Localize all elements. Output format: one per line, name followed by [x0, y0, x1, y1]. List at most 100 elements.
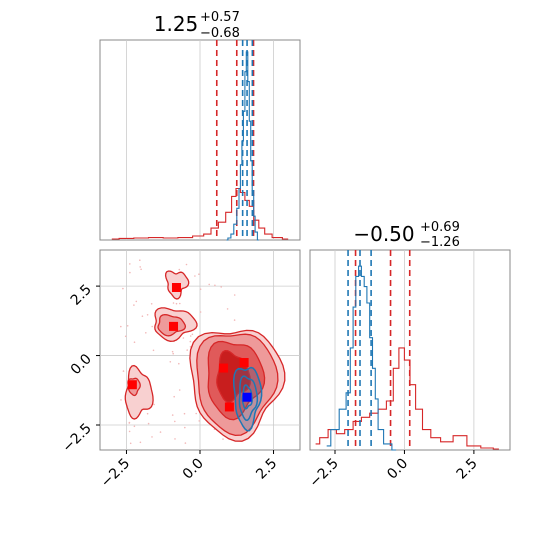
joint-sample-dot-28 — [124, 335, 127, 338]
joint-sample-dot-7 — [179, 302, 181, 305]
joint-sample-dot-37 — [222, 438, 224, 440]
joint-sample-dot-0 — [178, 362, 180, 365]
joint-sample-dot-70 — [173, 395, 175, 398]
joint-sample-dot-35 — [208, 283, 210, 286]
joint-sample-dot-14 — [169, 361, 172, 363]
joint-sample-dot-56 — [139, 266, 141, 268]
joint-sample-dot-5 — [153, 403, 155, 406]
joint-red-marker-5 — [171, 283, 181, 292]
joint-sample-dot-84 — [174, 438, 176, 440]
joint-xtick-label-1: 0.0 — [180, 456, 207, 483]
joint-sample-dot-88 — [184, 442, 187, 444]
title-param2: −0.50 +0.69 −1.26 — [353, 220, 459, 250]
joint-sample-dot-17 — [172, 302, 175, 304]
joint-blue-contour-2 — [241, 384, 253, 410]
joint-sample-dot-15 — [199, 311, 202, 313]
joint-sample-dot-12 — [133, 341, 136, 344]
joint-xtick-label-0: −2.5 — [98, 456, 133, 491]
joint-sample-dot-64 — [214, 284, 216, 287]
joint-sample-dot-71 — [159, 431, 162, 433]
joint-red-marker-2 — [219, 363, 229, 373]
joint-sample-dot-40 — [185, 263, 188, 266]
joint-sample-dot-54 — [198, 420, 200, 422]
joint-sample-dot-77 — [122, 370, 125, 372]
hist-param2-series-0-histogram — [315, 347, 499, 450]
joint-sample-dot-13 — [233, 294, 236, 296]
joint-sample-dot-16 — [139, 441, 142, 444]
joint-sample-dot-62 — [126, 325, 129, 327]
joint-sample-dot-24 — [191, 333, 194, 336]
joint-sample-dot-8 — [199, 288, 202, 291]
title-param2-median: −0.50 — [353, 222, 414, 246]
joint-contour-panel: −2.5 0.0 2.5 2.5 0.0 −2.5 — [59, 249, 301, 491]
hist-param2-xtick-label-2: 2.5 — [454, 456, 481, 483]
joint-red-marker-4 — [224, 402, 234, 412]
joint-sample-dot-74 — [128, 422, 131, 424]
joint-sample-dot-76 — [141, 315, 144, 318]
joint-blue-contour-1 — [238, 375, 259, 421]
joint-sample-dot-60 — [178, 268, 181, 271]
joint-sample-dot-80 — [182, 337, 185, 339]
joint-sample-dot-45 — [120, 325, 122, 328]
joint-sample-dot-65 — [139, 259, 141, 262]
hist-param1-series-0-histogram — [111, 187, 289, 240]
joint-sample-dot-10 — [140, 268, 142, 271]
joint-sample-dot-23 — [175, 302, 178, 305]
joint-ytick-label-1: 0.0 — [68, 351, 95, 378]
title-param1-minus: −0.68 — [200, 26, 240, 41]
title-param2-minus: −1.26 — [420, 235, 460, 250]
joint-sample-dot-57 — [129, 263, 131, 265]
joint-red-marker-1 — [127, 380, 137, 390]
joint-sample-dot-69 — [120, 399, 122, 401]
joint-blue-marker — [242, 392, 252, 402]
hist-param2-xtick-label-0: −2.5 — [306, 456, 341, 491]
joint-sample-dot-89 — [195, 412, 197, 415]
joint-sample-dot-4 — [189, 335, 192, 337]
joint-xtick-label-2: 2.5 — [253, 456, 280, 483]
joint-sample-dot-58 — [183, 412, 186, 415]
joint-sample-dot-86 — [178, 389, 181, 391]
joint-sample-dot-52 — [122, 287, 124, 290]
joint-sample-dot-22 — [147, 422, 150, 425]
histogram-param2-panel: −2.5 0.0 2.5 — [306, 249, 511, 491]
joint-sample-dot-44 — [151, 436, 153, 438]
joint-sample-dot-51 — [226, 308, 229, 310]
joint-sample-dot-47 — [129, 442, 132, 445]
joint-sample-dot-63 — [146, 314, 149, 316]
joint-sample-dot-81 — [133, 425, 136, 428]
joint-sample-dot-49 — [189, 346, 192, 348]
joint-red-marker-3 — [239, 358, 249, 367]
joint-sample-dot-48 — [174, 420, 176, 423]
title-param1: 1.25 +0.57 −0.68 — [154, 10, 240, 41]
joint-sample-dot-31 — [171, 350, 174, 353]
joint-ytick-label-2: −2.5 — [59, 421, 94, 456]
joint-sample-dot-30 — [233, 319, 236, 321]
joint-sample-dot-1 — [133, 304, 135, 306]
title-param2-plus: +0.69 — [420, 220, 460, 235]
title-param1-median: 1.25 — [154, 12, 199, 36]
joint-sample-dot-79 — [184, 426, 186, 429]
joint-sample-dot-42 — [145, 332, 147, 334]
joint-sample-dot-6 — [198, 273, 200, 276]
joint-sample-dot-46 — [189, 340, 192, 343]
joint-sample-dot-75 — [129, 271, 131, 274]
joint-sample-dot-66 — [194, 275, 196, 277]
joint-sample-dot-2 — [172, 352, 174, 355]
joint-red-marker-0 — [169, 321, 179, 331]
joint-sample-dot-59 — [220, 286, 222, 288]
hist-param2-series-1-histogram — [326, 265, 397, 451]
hist-param2-xtick-label-1: 0.0 — [384, 456, 411, 483]
joint-sample-dot-9 — [186, 349, 188, 351]
joint-sample-dot-55 — [146, 412, 149, 415]
histogram-param1-panel — [99, 39, 301, 241]
joint-sample-dot-34 — [150, 303, 153, 305]
hist-param1-series-1-histogram — [226, 51, 259, 241]
joint-sample-dot-21 — [128, 430, 131, 433]
title-param1-plus: +0.57 — [200, 10, 240, 25]
joint-sample-dot-32 — [171, 414, 174, 416]
joint-ytick-label-0: 2.5 — [68, 282, 95, 309]
joint-sample-dot-61 — [152, 349, 155, 352]
joint-sample-dot-73 — [151, 325, 153, 328]
joint-sample-dot-26 — [135, 300, 138, 303]
